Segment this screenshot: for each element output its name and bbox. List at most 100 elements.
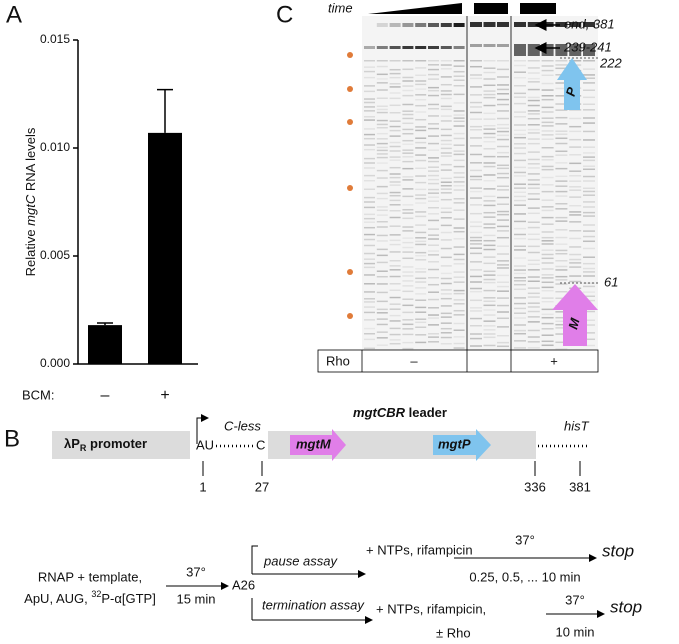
gel-band [453,227,465,229]
gel-band [440,155,452,157]
panel-label: A [6,1,22,28]
gel-band [428,228,439,230]
gel-band [470,162,482,164]
gel-band [497,172,509,175]
gel-band [364,298,375,300]
gel-band [497,164,509,167]
gel-band [527,245,540,248]
gel-band [583,156,595,158]
gel-band [402,94,414,97]
gel-band [541,165,554,168]
gel-band [541,125,554,127]
gel-band [569,170,582,172]
gel-band [497,236,509,239]
gel-band [402,208,414,211]
gel-band [415,318,427,320]
assay: termination assay [262,597,365,612]
gel-band [470,197,482,199]
gel-band [514,307,526,310]
gel-band [569,258,582,261]
gel-band [428,238,439,240]
gel-band [376,111,388,114]
gel-band [569,22,582,27]
gel-band [376,331,388,333]
gel-band [376,65,388,68]
gel-band [555,82,568,84]
gel-band [497,123,509,126]
gel-band [470,22,482,27]
gel-band [440,207,452,209]
gel-band [428,68,439,71]
gel-band [483,325,496,327]
gel-band [497,151,509,154]
gel-band [583,68,595,70]
gel-band [569,253,582,256]
gel-band [497,130,509,133]
gel-band [527,179,540,181]
gel-band [440,224,452,227]
gel-band [364,85,375,87]
gel-band [470,307,482,309]
gel-band [364,258,375,260]
gel-band [483,162,496,164]
gel-band [440,177,452,180]
gel-band [389,111,401,114]
gel-band [440,277,452,280]
gel-band [440,134,452,137]
gel-band [415,306,427,309]
gel-band [389,173,401,175]
gel-band [483,93,496,96]
gel-band [364,98,375,100]
gel-band [415,67,427,69]
gel-band [402,143,414,145]
c: C [256,437,265,452]
gel-band [527,138,540,140]
gel-band [415,311,427,313]
gel-band [376,132,388,135]
gel-band [428,23,439,27]
gel-band [527,67,540,69]
gel-band [497,345,509,348]
gel-band [453,114,465,116]
gel-band [440,105,452,108]
gel-band [541,111,554,113]
gel-band [483,314,496,316]
gel-band [583,168,595,171]
gel-band [541,95,554,97]
gel-band [541,308,554,311]
y-tick-label: 0.000 [40,356,70,370]
gel-band [555,103,568,105]
gel-band [428,254,439,256]
gel-band [483,96,496,99]
gel-band [470,247,482,249]
gel-band [453,159,465,162]
gel-band [583,60,595,62]
gel-band [440,192,452,194]
gel-band [569,146,582,148]
gel-band [583,44,595,56]
gel-band [541,262,554,264]
gel-band [453,230,465,233]
gel-band [440,239,452,241]
gel-band [470,275,482,278]
gel-band [428,268,439,271]
gel-band [541,65,554,67]
gel-band [583,139,595,141]
gel-band [470,345,482,347]
gel-band [402,195,414,198]
gel-band [453,209,465,211]
gel-band [453,165,465,168]
gel-band [541,322,554,325]
gel-band [483,179,496,182]
gel-band [527,142,540,145]
gel-band [514,204,526,206]
gel-band [389,120,401,122]
gel-band [470,153,482,156]
gel-band [483,320,496,322]
temp: 37° [186,564,206,579]
gel-band [364,252,375,255]
gel-band [527,183,540,186]
gel-band [569,44,582,56]
gel-band [483,200,496,202]
gel-band [555,130,568,132]
